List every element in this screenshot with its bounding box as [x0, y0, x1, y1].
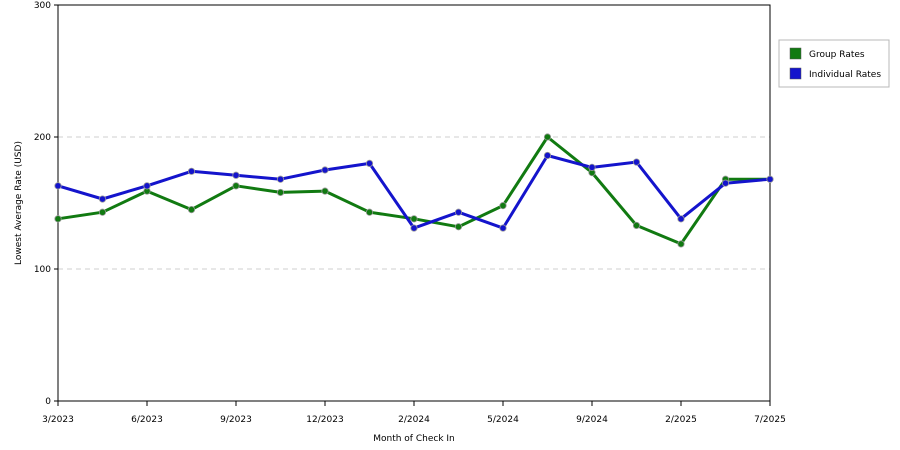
y-axis-title: Lowest Average Rate (USD)	[14, 141, 24, 265]
data-point-individual-rates	[321, 166, 329, 174]
legend-swatch	[789, 47, 802, 60]
y-tick-label: 0	[45, 397, 51, 407]
data-point-individual-rates	[454, 208, 463, 216]
data-point-individual-rates	[721, 179, 730, 187]
x-tick-label: 2/2024	[398, 415, 430, 425]
data-point-group-rates	[365, 208, 374, 216]
x-tick-label: 6/2023	[131, 415, 163, 425]
data-point-individual-rates	[232, 171, 240, 179]
x-axis-title: Month of Check In	[373, 434, 455, 444]
axes: 0 100 200 300 3/2023 6/2023 9/2023 12/2023 2/202…	[34, 1, 786, 425]
data-point-group-rates	[543, 133, 552, 141]
data-point-individual-rates	[499, 224, 507, 232]
data-point-individual-rates	[410, 224, 418, 232]
data-point-group-rates	[677, 240, 685, 248]
data-point-individual-rates	[98, 195, 107, 203]
data-point-individual-rates	[677, 215, 685, 223]
data-point-individual-rates	[632, 158, 641, 166]
data-point-individual-rates	[365, 159, 374, 167]
data-point-individual-rates	[766, 175, 774, 183]
data-point-group-rates	[98, 208, 107, 216]
legend-label: Group Rates	[809, 50, 865, 60]
data-point-group-rates	[54, 215, 62, 223]
y-tick-label: 200	[34, 133, 51, 143]
legend-label: Individual Rates	[809, 70, 881, 80]
x-tick-label: 7/2025	[754, 415, 786, 425]
grid	[58, 136, 770, 270]
x-tick-label: 9/2024	[576, 415, 608, 425]
data-point-individual-rates	[543, 151, 552, 160]
legend: Group Rates Individual Rates	[778, 39, 890, 88]
y-tick-label: 300	[34, 1, 51, 11]
data-point-individual-rates	[54, 182, 62, 190]
x-tick-label: 5/2024	[487, 415, 519, 425]
series	[54, 133, 774, 248]
data-point-individual-rates	[276, 175, 285, 183]
data-point-group-rates	[321, 187, 329, 195]
data-point-group-rates	[276, 188, 285, 197]
data-point-group-rates	[632, 221, 641, 230]
data-point-individual-rates	[187, 167, 196, 175]
data-point-group-rates	[187, 206, 196, 214]
legend-swatch	[789, 67, 802, 80]
legend-items: Group Rates Individual Rates	[789, 47, 881, 80]
data-point-group-rates	[232, 182, 240, 190]
data-point-group-rates	[410, 215, 418, 223]
data-point-group-rates	[454, 223, 463, 231]
y-tick-label: 100	[34, 265, 51, 275]
x-tick-label: 3/2023	[42, 415, 74, 425]
x-tick-label: 2/2025	[665, 415, 697, 425]
x-tick-label: 9/2023	[220, 415, 252, 425]
x-tick-label: 12/2023	[306, 415, 343, 425]
data-point-group-rates	[499, 202, 507, 210]
data-point-individual-rates	[143, 182, 151, 190]
data-point-individual-rates	[588, 163, 596, 171]
